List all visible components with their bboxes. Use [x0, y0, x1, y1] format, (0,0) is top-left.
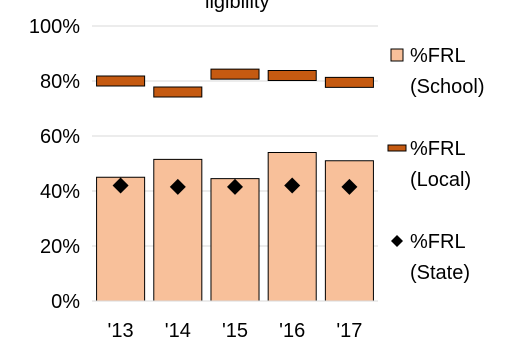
legend-label: (Local) [410, 169, 471, 191]
legend-label: %FRL [410, 231, 466, 253]
x-tick-label: '14 [165, 320, 191, 342]
y-tick-label: 40% [40, 181, 80, 203]
bar-school [96, 176, 146, 302]
marker-local [267, 70, 317, 81]
legend-label: %FRL [410, 45, 466, 67]
x-tick-labels: '13 '14 '15 '16 '17 [108, 320, 363, 342]
x-tick-label: '13 [108, 320, 134, 342]
marker-state [341, 178, 358, 195]
marker-local [153, 86, 203, 98]
marker-local [324, 76, 374, 88]
legend-swatch-state [391, 235, 403, 247]
y-tick-label: 60% [40, 126, 80, 148]
bar-school [267, 152, 317, 302]
legend: %FRL (School) %FRL (Local) %FRL (State) [387, 45, 484, 284]
x-tick-label: '17 [336, 320, 362, 342]
marker-series-local [96, 68, 374, 98]
marker-state [284, 177, 301, 194]
y-tick-labels: 0% 20% 40% 60% 80% 100% [29, 16, 80, 313]
chart-title-fragment: ligibility [205, 0, 269, 13]
y-tick-label: 20% [40, 236, 80, 258]
marker-state [112, 177, 129, 194]
bar-school [210, 178, 260, 302]
marker-state [169, 178, 186, 195]
y-tick-label: 0% [51, 291, 80, 313]
marker-local [96, 75, 146, 87]
marker-local [210, 68, 260, 80]
legend-label: (School) [410, 76, 484, 98]
legend-swatch-local [387, 144, 407, 152]
y-tick-label: 80% [40, 71, 80, 93]
legend-swatch-school [390, 48, 404, 62]
marker-state [227, 178, 243, 195]
marker-series-state [112, 177, 358, 195]
x-tick-label: '16 [279, 320, 305, 342]
legend-label: %FRL [410, 138, 466, 160]
bar-series-school [96, 152, 374, 302]
legend-label: (State) [410, 262, 470, 284]
y-tick-label: 100% [29, 16, 80, 38]
x-tick-label: '15 [222, 320, 248, 342]
